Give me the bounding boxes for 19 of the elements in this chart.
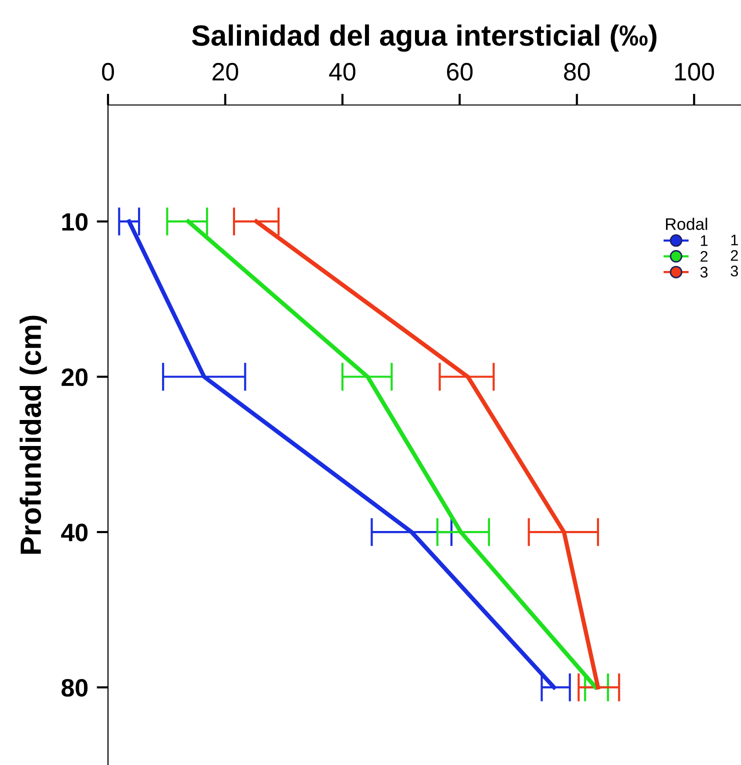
x-tick-label: 100 (675, 62, 714, 81)
legend-title: Rodal (666, 218, 708, 230)
y-tick-label: 10 (62, 213, 88, 231)
y-tick-label: 40 (61, 524, 88, 542)
legend-label: 1 (700, 235, 708, 246)
x-axis-title: Salinidad del agua intersticial (‰) (192, 24, 656, 52)
annotation: 2 (730, 250, 738, 261)
y-tick-label: 80 (62, 678, 88, 697)
y-tick-label: 20 (62, 368, 88, 386)
y-axis-title: Profundidad (cm) (20, 316, 47, 554)
x-tick-label: 0 (102, 62, 114, 81)
legend-label: 2 (700, 250, 708, 262)
annotation: 3 (730, 266, 738, 276)
annotation: 1 (731, 234, 738, 246)
x-tick-label: 80 (564, 62, 590, 81)
legend-label: 3 (700, 266, 708, 278)
x-tick-label: 20 (212, 62, 238, 81)
x-tick-label: 60 (447, 62, 473, 81)
x-tick-label: 40 (329, 62, 356, 81)
